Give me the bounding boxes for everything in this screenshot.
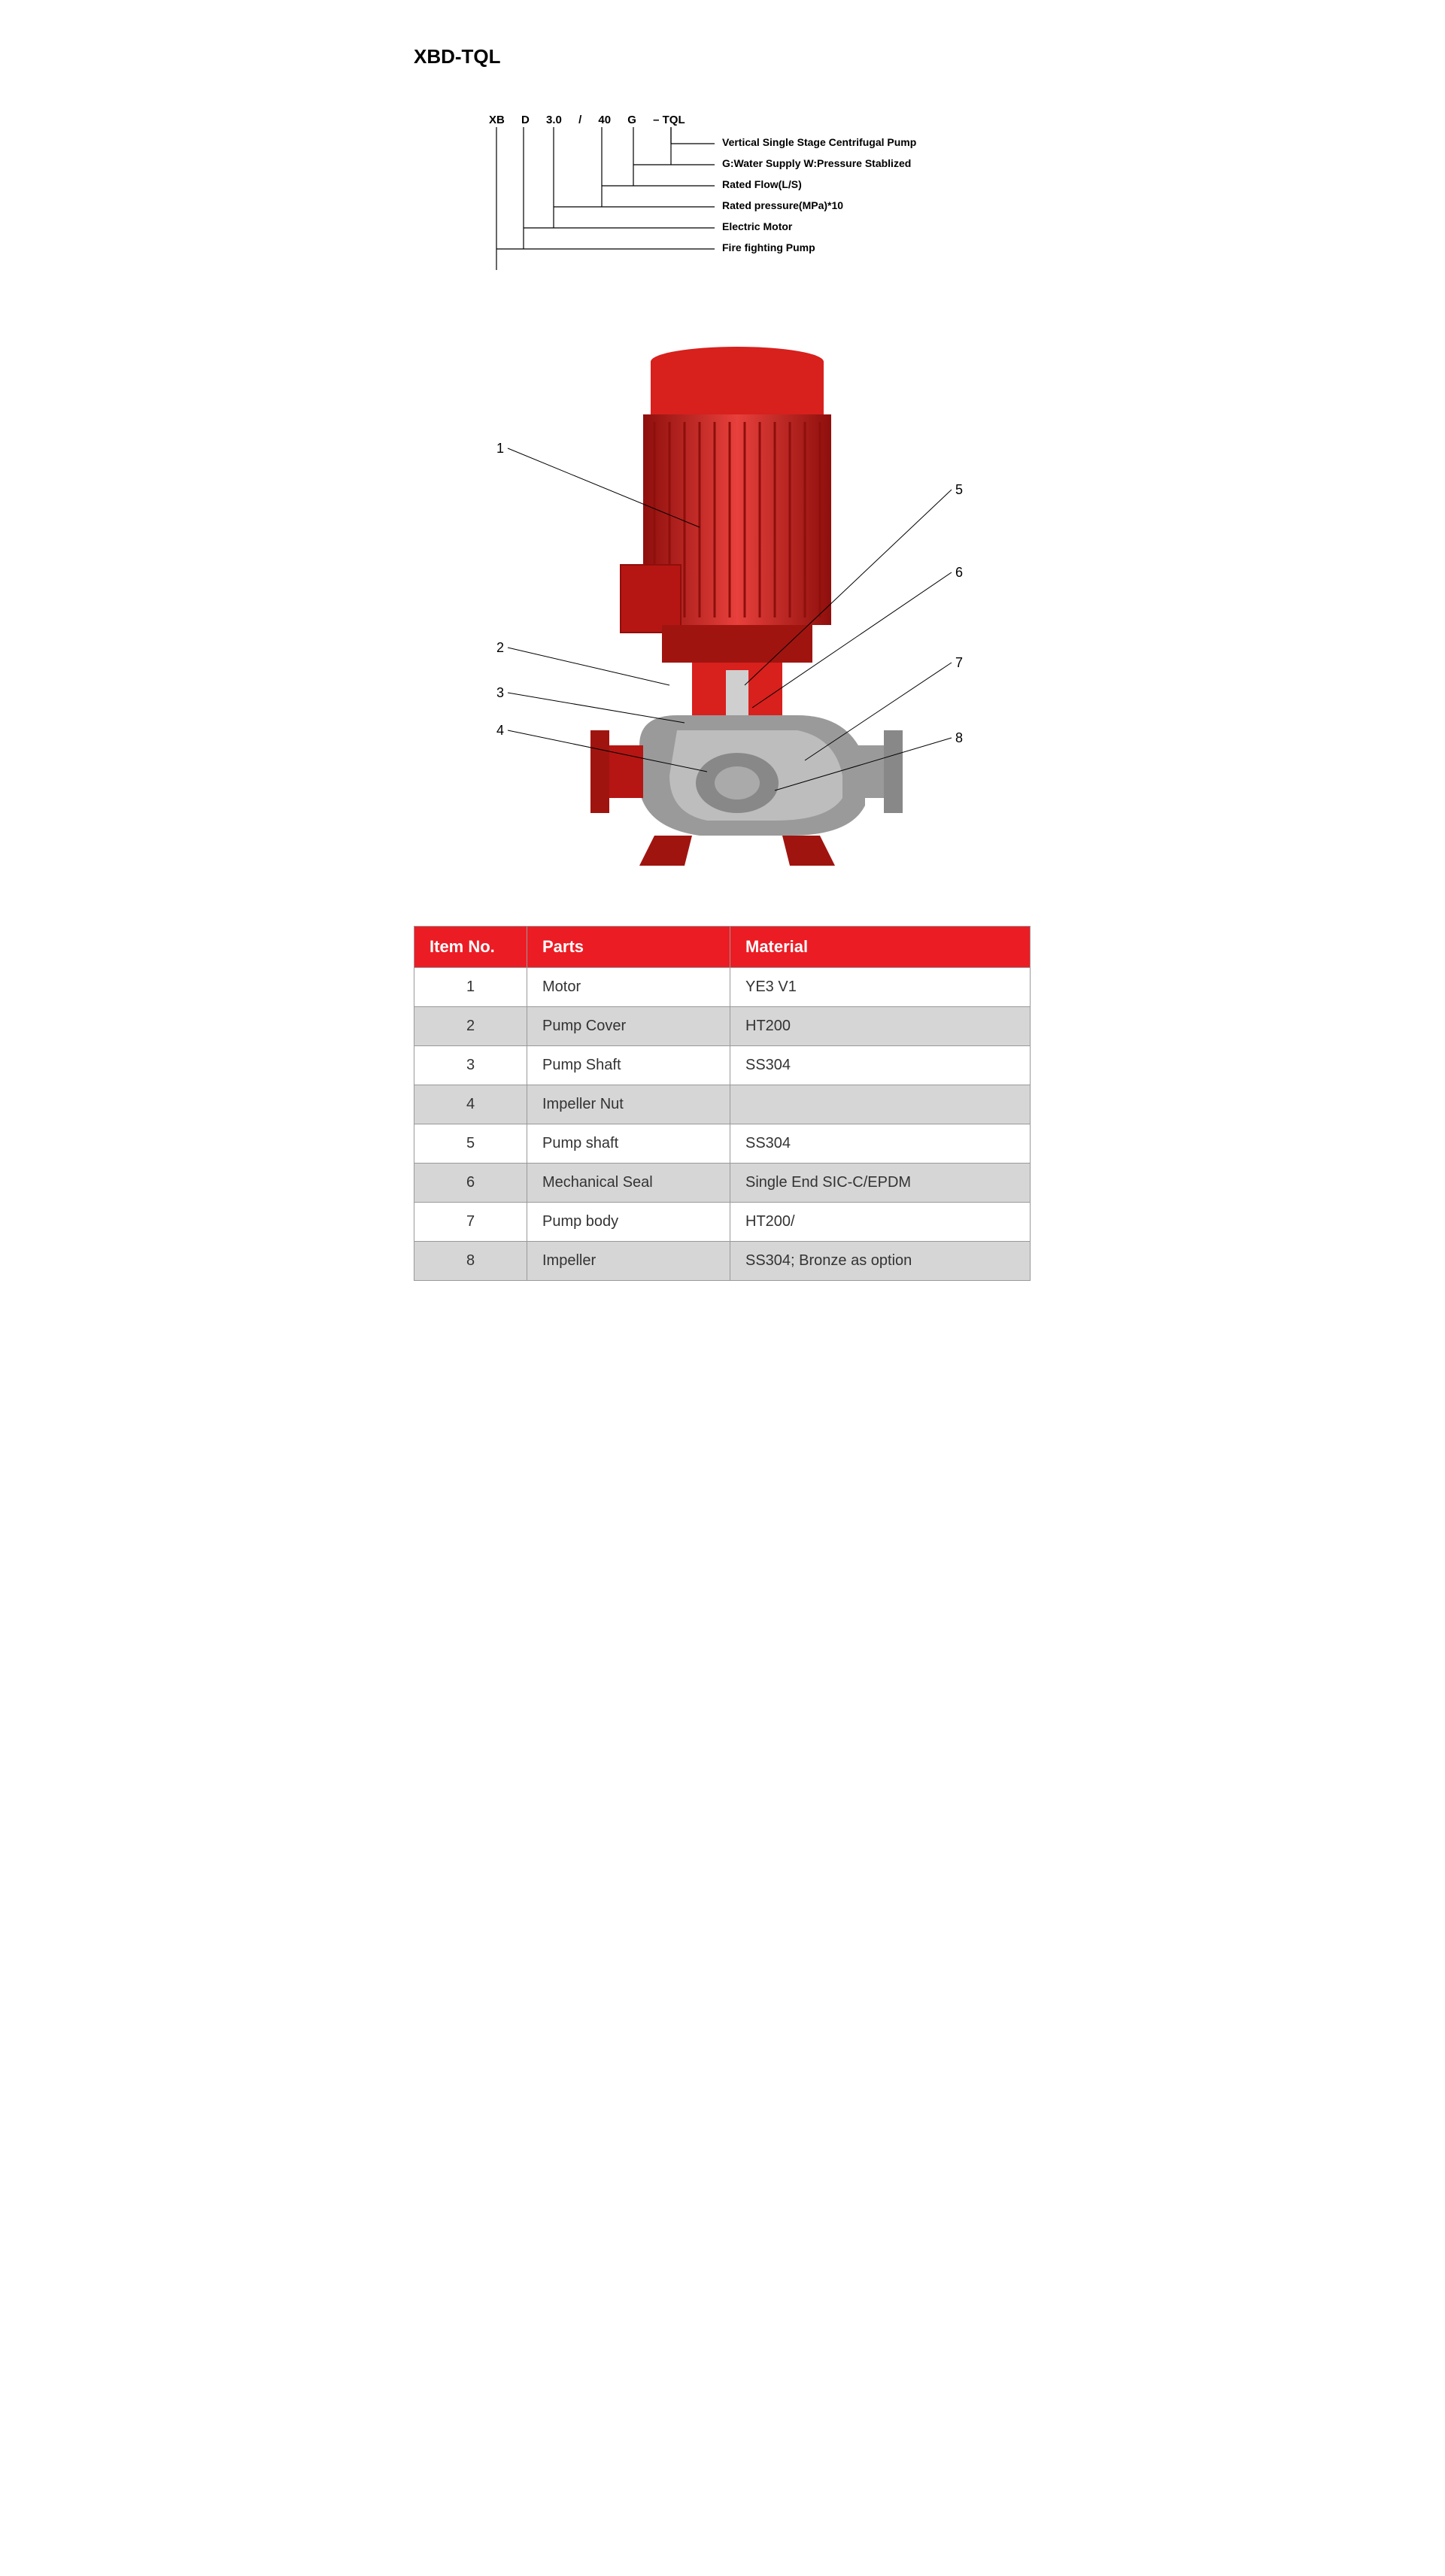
table-row: 4 Impeller Nut — [414, 1085, 1031, 1124]
cell-itemno: 3 — [414, 1046, 527, 1085]
code-xb: XB — [489, 114, 505, 126]
cell-part: Impeller — [527, 1242, 730, 1281]
cell-itemno: 5 — [414, 1124, 527, 1164]
pump-cutaway-figure: 1 2 3 4 5 6 7 8 — [459, 339, 1031, 896]
cell-itemno: 6 — [414, 1164, 527, 1203]
code-d: D — [521, 114, 530, 126]
cell-material: HT200 — [730, 1007, 1031, 1046]
model-labels: Vertical Single Stage Centrifugal Pump G… — [722, 136, 916, 262]
cell-material: YE3 V1 — [730, 968, 1031, 1007]
th-parts: Parts — [527, 927, 730, 968]
table-row: 5 Pump shaft SS304 — [414, 1124, 1031, 1164]
cell-part: Motor — [527, 968, 730, 1007]
table-row: 8 Impeller SS304; Bronze as option — [414, 1242, 1031, 1281]
model-naming-diagram: XB D 3.0 / 40 G – TQL — [489, 114, 1031, 309]
cell-itemno: 7 — [414, 1203, 527, 1242]
label-pressure: Rated pressure(MPa)*10 — [722, 199, 916, 211]
code-40: 40 — [598, 114, 611, 126]
code-30: 3.0 — [546, 114, 562, 126]
cell-part: Mechanical Seal — [527, 1164, 730, 1203]
code-g: G — [627, 114, 636, 126]
th-material: Material — [730, 927, 1031, 968]
cell-part: Pump Shaft — [527, 1046, 730, 1085]
label-pump-type: Vertical Single Stage Centrifugal Pump — [722, 136, 916, 148]
cell-itemno: 1 — [414, 968, 527, 1007]
cell-material: SS304 — [730, 1046, 1031, 1085]
model-codes: XB D 3.0 / 40 G – TQL — [489, 114, 699, 126]
table-header-row: Item No. Parts Material — [414, 927, 1031, 968]
th-item-no: Item No. — [414, 927, 527, 968]
cell-material: HT200/ — [730, 1203, 1031, 1242]
label-flow: Rated Flow(L/S) — [722, 178, 916, 190]
cell-itemno: 8 — [414, 1242, 527, 1281]
cell-material: SS304 — [730, 1124, 1031, 1164]
page-title: XBD-TQL — [414, 45, 1031, 68]
label-g: G:Water Supply W:Pressure Stablized — [722, 157, 916, 169]
table-row: 7 Pump body HT200/ — [414, 1203, 1031, 1242]
table-row: 3 Pump Shaft SS304 — [414, 1046, 1031, 1085]
cell-part: Pump body — [527, 1203, 730, 1242]
cell-part: Pump Cover — [527, 1007, 730, 1046]
cell-part: Impeller Nut — [527, 1085, 730, 1124]
label-motor: Electric Motor — [722, 220, 916, 232]
parts-table: Item No. Parts Material 1 Motor YE3 V1 2… — [414, 926, 1031, 1281]
table-row: 1 Motor YE3 V1 — [414, 968, 1031, 1007]
cell-itemno: 4 — [414, 1085, 527, 1124]
table-row: 2 Pump Cover HT200 — [414, 1007, 1031, 1046]
callout-lines — [459, 339, 1000, 896]
cell-material: SS304; Bronze as option — [730, 1242, 1031, 1281]
cell-itemno: 2 — [414, 1007, 527, 1046]
cell-material: Single End SIC-C/EPDM — [730, 1164, 1031, 1203]
code-tql: – TQL — [653, 114, 685, 126]
cell-material — [730, 1085, 1031, 1124]
table-body: 1 Motor YE3 V1 2 Pump Cover HT200 3 Pump… — [414, 968, 1031, 1281]
table-row: 6 Mechanical Seal Single End SIC-C/EPDM — [414, 1164, 1031, 1203]
cell-part: Pump shaft — [527, 1124, 730, 1164]
code-slash: / — [578, 114, 581, 126]
label-fire: Fire fighting Pump — [722, 241, 916, 253]
